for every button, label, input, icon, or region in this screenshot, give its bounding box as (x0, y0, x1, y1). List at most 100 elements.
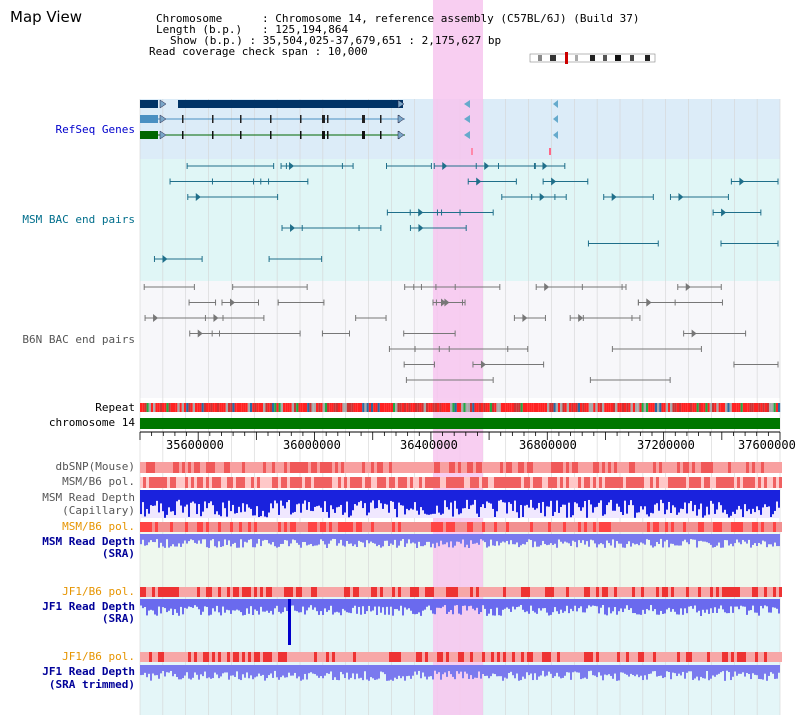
polymorphism-cell (692, 652, 695, 662)
polymorphism-cell (188, 587, 191, 597)
polymorphism-cell (314, 462, 317, 473)
polymorphism-cell (611, 652, 614, 662)
polymorphism-cell (746, 652, 749, 662)
depth-bar (678, 665, 680, 674)
polymorphism-cell (572, 587, 575, 597)
repeat-element (703, 403, 706, 412)
polymorphism-cell (656, 587, 659, 597)
depth-bar (480, 665, 482, 679)
depth-bar (770, 490, 772, 518)
depth-bar (680, 665, 682, 676)
polymorphism-cell (671, 462, 674, 473)
polymorphism-cell (557, 522, 560, 532)
track-label-refseq[interactable]: RefSeq Genes (55, 123, 135, 136)
track-label-jf1-depth-trim-2[interactable]: (SRA trimmed) (48, 678, 135, 691)
depth-bar (682, 665, 684, 672)
track-label-repeat[interactable]: Repeat (95, 401, 135, 414)
track-label-msm-b6-pol-2[interactable]: MSM/B6 pol. (62, 520, 135, 533)
depth-bar (778, 534, 780, 547)
depth-bar (350, 534, 352, 544)
track-label-msm-depth-cap-2[interactable]: (Capillary) (62, 504, 135, 517)
depth-bar (224, 665, 226, 673)
depth-bar (192, 665, 194, 678)
track-label-msm-depth-cap-1[interactable]: MSM Read Depth (42, 491, 135, 504)
depth-bar (538, 665, 540, 677)
depth-bar (150, 665, 152, 681)
repeat-element (760, 403, 763, 412)
polymorphism-cell (305, 477, 308, 488)
depth-bar (580, 665, 582, 680)
polymorphism-cell (563, 587, 566, 597)
depth-bar (688, 534, 690, 545)
depth-bar (418, 534, 420, 542)
depth-bar (584, 665, 586, 678)
depth-bar (562, 534, 564, 544)
repeat-element (709, 403, 712, 412)
polymorphism-cell (431, 652, 434, 662)
polymorphism-cell (725, 477, 728, 488)
track-label-jf1-depth-sra-1[interactable]: JF1 Read Depth (42, 600, 135, 613)
polymorphism-cell (746, 587, 749, 597)
polymorphism-cell (272, 587, 275, 597)
polymorphism-cell (428, 477, 431, 488)
polymorphism-cell (752, 652, 755, 662)
depth-bar (492, 534, 494, 546)
track-label-msm-b6-pol-1[interactable]: MSM/B6 pol. (62, 475, 135, 488)
track-label-jf1-depth-sra-2[interactable]: (SRA) (101, 612, 135, 625)
polymorphism-cell (473, 522, 476, 532)
polymorphism-cell (617, 587, 620, 597)
polymorphism-cell (308, 462, 311, 473)
polymorphism-cell (605, 587, 608, 597)
repeat-element (676, 403, 679, 412)
polymorphism-cell (287, 522, 290, 532)
polymorphism-cell (641, 477, 644, 488)
polymorphism-cell (188, 652, 191, 662)
depth-bar (508, 599, 510, 609)
depth-bar (208, 490, 210, 504)
repeat-element (331, 403, 334, 412)
depth-bar (766, 665, 768, 681)
track-label-msm-depth-sra-1[interactable]: MSM Read Depth (42, 535, 135, 548)
depth-bar (494, 665, 496, 675)
polymorphism-cell (461, 522, 464, 532)
polymorphism-cell (536, 587, 539, 597)
polymorphism-cell (635, 522, 638, 532)
track-label-jf1-depth-trim-1[interactable]: JF1 Read Depth (42, 665, 135, 678)
depth-bar (218, 534, 220, 542)
polymorphism-cell (299, 522, 302, 532)
track-label-b6n-bac[interactable]: B6N BAC end pairs (22, 333, 135, 346)
track-label-msm-bac[interactable]: MSM BAC end pairs (22, 213, 135, 226)
depth-bar (588, 665, 590, 672)
depth-bar (764, 599, 766, 606)
polymorphism-cell (611, 462, 614, 473)
polymorphism-cell (392, 652, 395, 662)
track-label-chromosome[interactable]: chromosome 14 (48, 416, 135, 429)
depth-bar (590, 534, 592, 540)
track-label-msm-depth-sra-2[interactable]: (SRA) (101, 547, 135, 560)
polymorphism-cell (722, 587, 725, 597)
depth-bar (154, 490, 156, 506)
depth-bar (322, 599, 324, 615)
repeat-element (602, 403, 605, 412)
polymorphism-cell (443, 477, 446, 488)
repeat-element (619, 403, 622, 412)
track-label-dbsnp[interactable]: dbSNP(Mouse) (55, 460, 135, 473)
polymorphism-cell (260, 587, 263, 597)
polymorphism-cell (179, 462, 182, 473)
polymorphism-cell (383, 652, 386, 662)
depth-bar (400, 534, 402, 541)
polymorphism-cell (188, 477, 191, 488)
depth-bar (210, 490, 212, 502)
polymorphism-cell (374, 477, 377, 488)
depth-bar (330, 599, 332, 606)
depth-bar (594, 534, 596, 544)
polymorphism-cell (731, 477, 734, 488)
polymorphism-cell (314, 587, 317, 597)
track-label-jf1-b6-pol-1[interactable]: JF1/B6 pol. (62, 585, 135, 598)
polymorphism-cell (317, 477, 320, 488)
track-label-jf1-b6-pol-2[interactable]: JF1/B6 pol. (62, 650, 135, 663)
polymorphism-cell (326, 522, 329, 532)
repeat-element (584, 403, 587, 412)
polymorphism-cell (575, 652, 578, 662)
polymorphism-cell (695, 587, 698, 597)
